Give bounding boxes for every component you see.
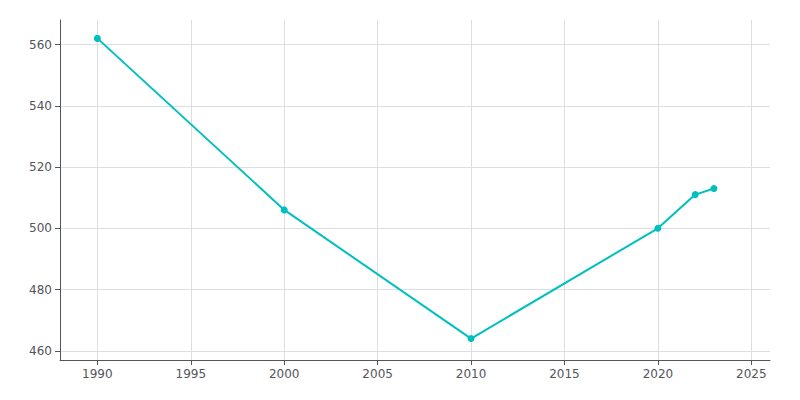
svg-text:480: 480	[29, 283, 52, 297]
svg-text:2025: 2025	[736, 367, 767, 381]
svg-text:1990: 1990	[82, 367, 113, 381]
svg-text:540: 540	[29, 99, 52, 113]
svg-text:2005: 2005	[362, 367, 393, 381]
svg-text:2000: 2000	[269, 367, 300, 381]
svg-text:2015: 2015	[549, 367, 580, 381]
svg-text:1995: 1995	[176, 367, 207, 381]
svg-text:560: 560	[29, 38, 52, 52]
svg-text:2020: 2020	[643, 367, 674, 381]
svg-text:2010: 2010	[456, 367, 487, 381]
svg-text:520: 520	[29, 160, 52, 174]
svg-text:460: 460	[29, 344, 52, 358]
svg-text:500: 500	[29, 221, 52, 235]
